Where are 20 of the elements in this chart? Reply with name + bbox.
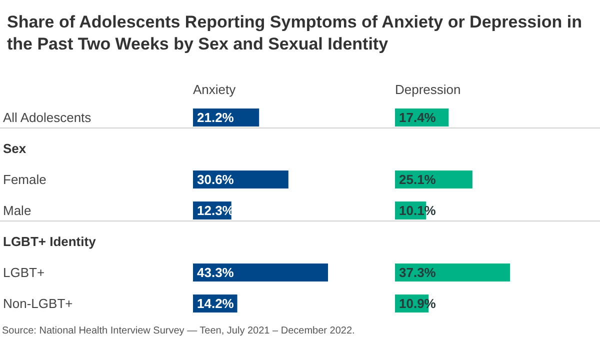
data-label: 37.3% [399,265,436,280]
y-tick-label: LGBT+ Identity [3,234,97,249]
y-tick-label: Male [3,203,32,218]
y-tick-label: Sex [3,141,27,156]
y-tick-label: LGBT+ [3,265,45,280]
data-label: 14.2% [197,296,234,311]
y-tick-label: All Adolescents [3,110,92,125]
y-tick-label: Female [3,172,46,187]
series-label: Depression [395,82,461,97]
data-label: 21.2% [197,110,234,125]
series-label: Anxiety [193,82,236,97]
data-label: 43.3% [197,265,234,280]
chart-title: Share of Adolescents Reporting Symptoms of Anxiety or Depression in the Past Two Weeks by Sex and Sexual Identity [7,12,587,54]
bar [193,264,328,282]
bar [395,264,510,282]
annotation: Source: National Health Interview Survey — Teen, July 2021 – December 2022. [2,326,355,336]
data-label: 17.4% [399,110,436,125]
data-label: 25.1% [399,172,436,187]
data-label: 30.6% [197,172,234,187]
y-tick-label: Non-LGBT+ [3,296,73,311]
